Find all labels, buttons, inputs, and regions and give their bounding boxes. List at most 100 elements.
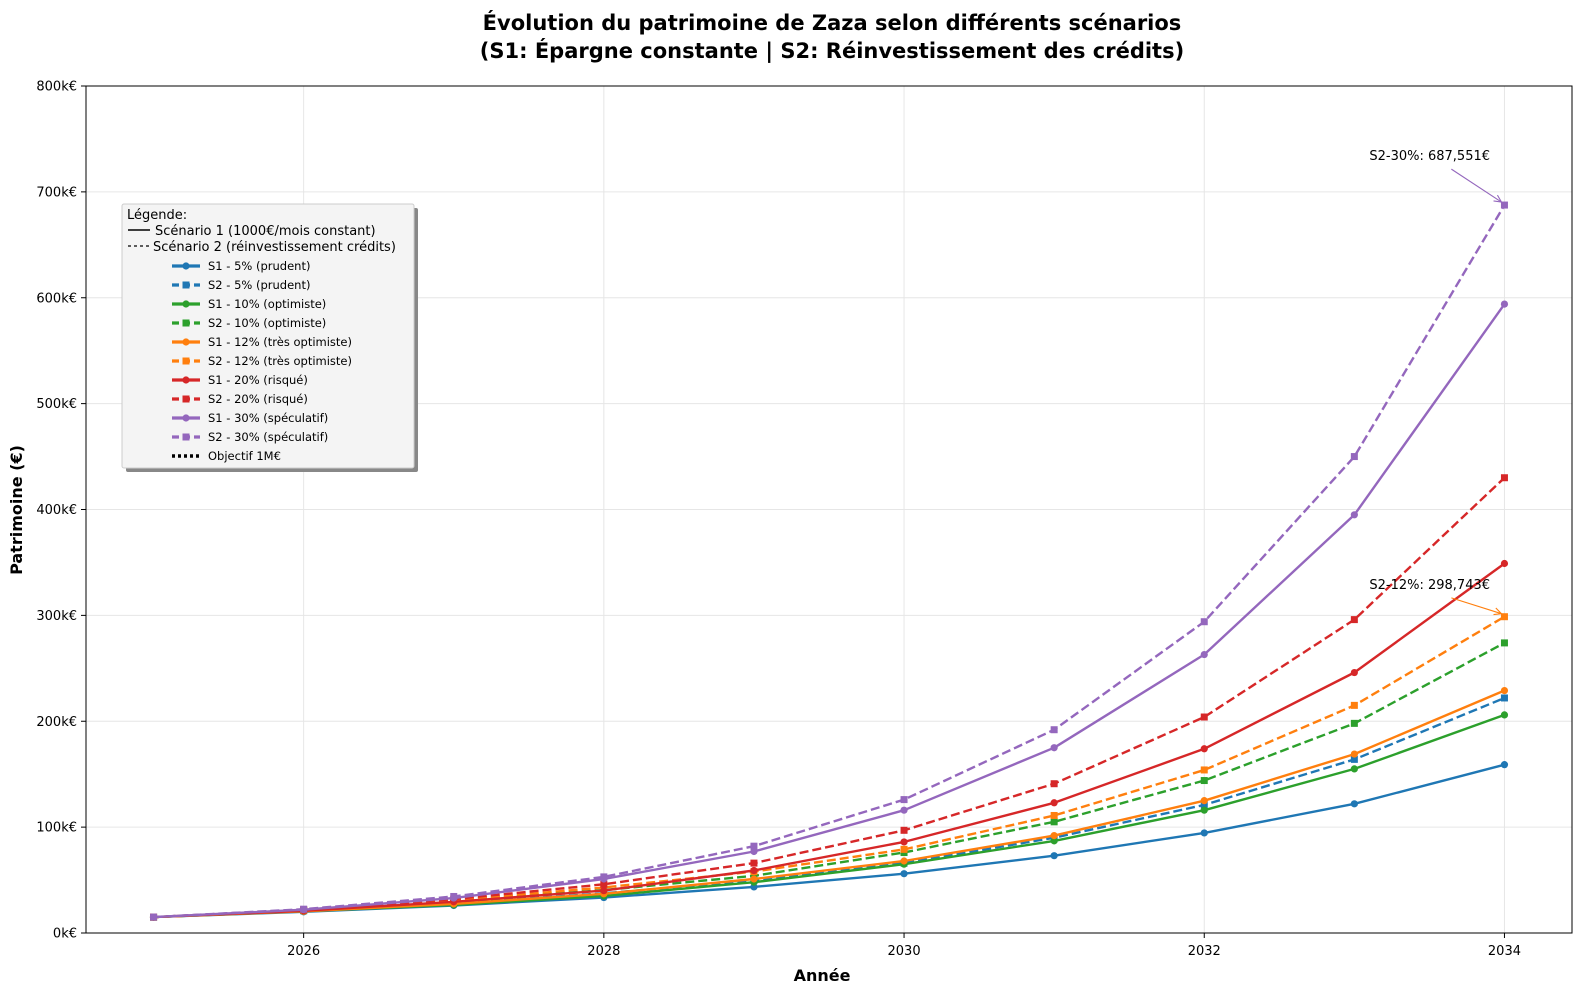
data-point-marker: [1200, 801, 1208, 809]
legend-entry-label: S2 - 5% (prudent): [208, 278, 310, 292]
legend-swatch-marker: [182, 319, 190, 327]
series-group: [150, 613, 1508, 921]
x-tick-label: 2026: [287, 944, 320, 959]
series-group: [149, 559, 1509, 921]
data-point-marker: [1050, 818, 1058, 826]
legend-entry-label: S2 - 12% (très optimiste): [208, 354, 352, 368]
legend-entry-label: S2 - 30% (spéculatif): [208, 430, 328, 444]
legend-entry-label: S2 - 10% (optimiste): [208, 316, 326, 330]
data-point-marker: [1350, 750, 1358, 758]
series-line: [153, 696, 1505, 919]
data-point-marker: [450, 892, 458, 900]
legend-objective-label: Objectif 1M€: [208, 449, 281, 463]
data-point-marker: [1500, 201, 1508, 209]
series-group: [149, 711, 1509, 921]
legend-entry-label: S1 - 20% (risqué): [208, 373, 308, 387]
data-point-marker: [1350, 719, 1358, 727]
legend-entry-label: S1 - 5% (prudent): [208, 259, 310, 273]
data-point-marker: [900, 845, 908, 853]
data-point-marker: [900, 806, 908, 814]
annotation-arrow: [1451, 597, 1502, 615]
data-point-marker: [750, 842, 758, 850]
data-point-marker: [1500, 694, 1508, 702]
y-tick-label: 800k€: [36, 80, 77, 95]
series-group: [150, 201, 1508, 921]
legend-swatch-marker: [182, 414, 190, 422]
data-point-marker: [1350, 755, 1358, 763]
y-tick-label: 500k€: [36, 397, 77, 412]
data-point-marker: [900, 826, 908, 834]
data-point-marker: [750, 866, 758, 875]
series-line: [153, 476, 1506, 919]
series-group: [149, 761, 1509, 921]
legend-entry-label: S2 - 20% (risqué): [208, 392, 308, 406]
data-point-marker: [1500, 711, 1509, 719]
annotation-arrowhead: [1493, 194, 1503, 203]
data-point-marker: [1500, 474, 1508, 482]
y-tick-label: 600k€: [36, 291, 77, 306]
data-point-marker: [1050, 811, 1058, 819]
data-point-marker: [1500, 761, 1509, 769]
data-point-marker: [600, 880, 608, 888]
x-tick-label: 2028: [587, 944, 620, 959]
data-point-marker: [1200, 829, 1208, 837]
legend-swatch-marker: [182, 433, 190, 441]
series-line: [153, 763, 1505, 919]
data-point-marker: [1350, 701, 1358, 709]
axes: 2026 2028 2030 2032 2034 0k€ 100k€ 200k€ 300k€ 40…: [36, 80, 1521, 960]
data-point-marker: [1350, 668, 1358, 677]
data-point-marker: [300, 905, 308, 913]
y-tick-label: 700k€: [36, 185, 77, 200]
data-point-marker: [900, 870, 908, 878]
legend-swatch-marker: [182, 395, 190, 403]
data-point-marker: [1500, 639, 1508, 647]
annotation-label: S2-30%: 687,551€: [1369, 149, 1490, 164]
legend-scenario-1: Scénario 1 (1000€/mois constant): [155, 224, 376, 239]
data-point-marker: [1200, 806, 1208, 814]
legend-swatch-marker: [182, 262, 190, 270]
legend-swatch-marker: [182, 376, 190, 384]
annotation-arrowhead: [1493, 607, 1503, 616]
series-line: [153, 641, 1506, 919]
data-point-marker: [900, 857, 908, 865]
legend-box: [121, 203, 415, 469]
data-point-marker: [750, 859, 758, 867]
series-group: [150, 694, 1508, 921]
data-point-marker: [900, 796, 908, 804]
data-point-marker: [1050, 780, 1058, 788]
data-point-marker: [1050, 837, 1058, 845]
data-point-marker: [1050, 744, 1058, 752]
data-point-marker: [1350, 800, 1358, 808]
series-group: [149, 686, 1509, 921]
y-tick-label: 400k€: [36, 503, 77, 518]
data-point-marker: [1200, 766, 1208, 774]
legend-swatch-marker: [182, 357, 190, 365]
data-point-marker: [1200, 618, 1208, 626]
data-point-marker: [1350, 616, 1358, 624]
chart-title-line-1: Évolution du patrimoine de Zaza selon di…: [483, 10, 1182, 35]
y-tick-label: 300k€: [36, 609, 77, 624]
legend-scenario-2: Scénario 2 (réinvestissement crédits): [153, 240, 396, 255]
data-point-marker: [1050, 726, 1058, 734]
annotation-label: S2-12%: 298,743€: [1369, 578, 1490, 593]
y-tick-label: 200k€: [36, 715, 77, 730]
data-point-marker: [1350, 765, 1358, 773]
x-tick-label: 2032: [1188, 944, 1221, 959]
data-point-marker: [750, 875, 758, 883]
x-axis-label: Année: [794, 966, 851, 985]
data-point-marker: [1500, 613, 1508, 621]
data-point-marker: [1500, 686, 1509, 695]
y-tick-label: 0k€: [53, 927, 77, 942]
data-point-marker: [1200, 777, 1208, 785]
y-tick-label: 100k€: [36, 821, 77, 836]
data-point-marker: [600, 873, 608, 881]
legend-entry-label: S1 - 12% (très optimiste): [208, 335, 352, 349]
legend: Légende:Scénario 1 (1000€/mois constant)…: [121, 203, 418, 472]
series-line: [153, 713, 1505, 919]
data-point-marker: [1350, 453, 1358, 461]
legend-swatch-marker: [182, 338, 190, 346]
legend-entry-label: S1 - 30% (spéculatif): [208, 411, 328, 425]
series-line: [153, 204, 1506, 919]
legend-swatch-marker: [182, 281, 190, 289]
